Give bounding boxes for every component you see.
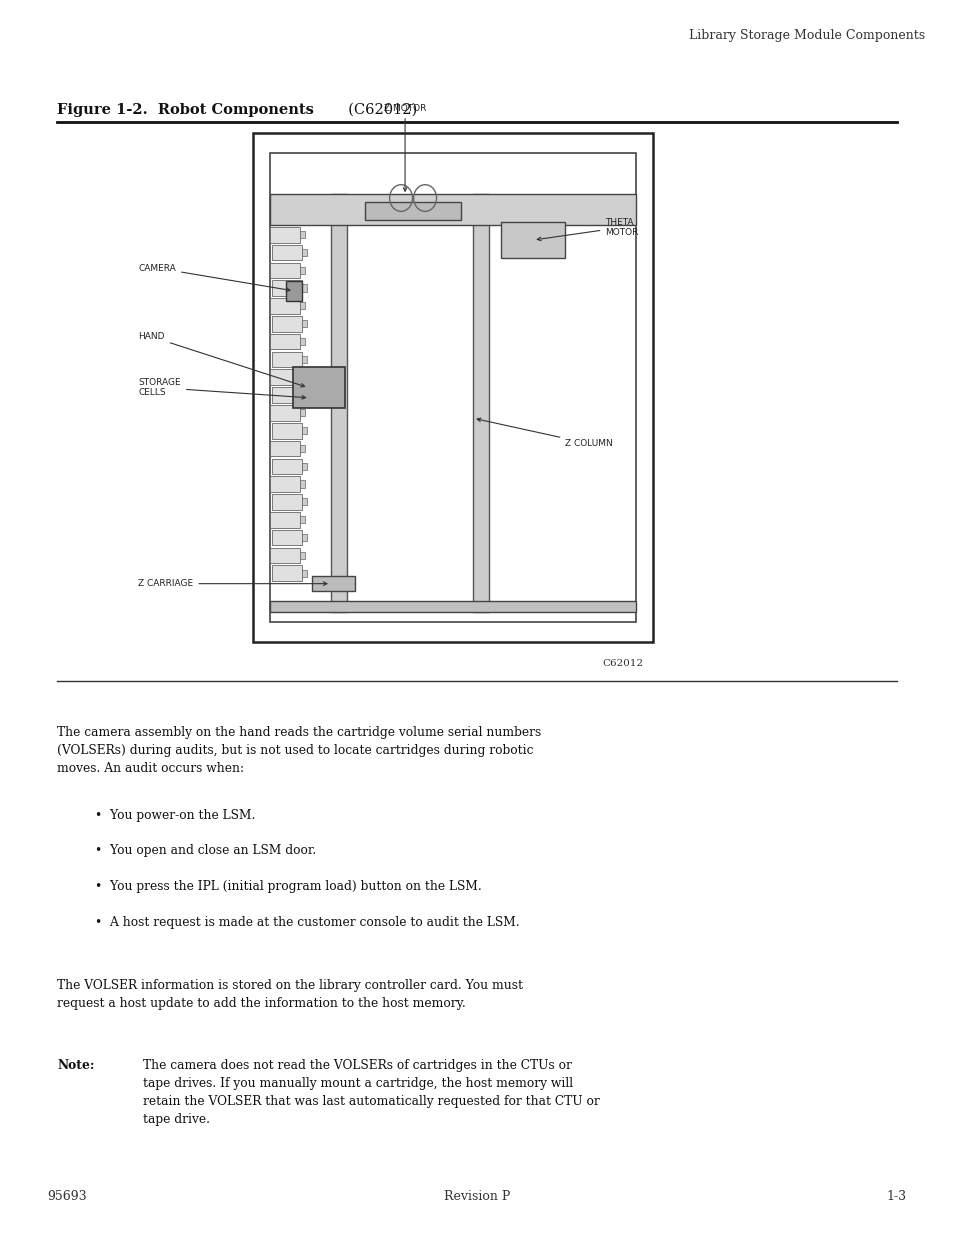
Polygon shape [272, 280, 302, 296]
Text: •  You press the IPL (initial program load) button on the LSM.: • You press the IPL (initial program loa… [95, 881, 481, 893]
Polygon shape [299, 552, 305, 559]
Polygon shape [331, 194, 347, 611]
Text: The camera assembly on the hand reads the cartridge volume serial numbers
(VOLSE: The camera assembly on the hand reads th… [57, 726, 541, 774]
Text: •  A host request is made at the customer console to audit the LSM.: • A host request is made at the customer… [95, 915, 519, 929]
Polygon shape [299, 409, 305, 416]
Text: The camera does not read the VOLSERs of cartridges in the CTUs or
tape drives. I: The camera does not read the VOLSERs of … [143, 1060, 599, 1126]
Polygon shape [299, 303, 305, 310]
Text: 1-3: 1-3 [885, 1191, 905, 1203]
Polygon shape [272, 245, 302, 261]
Text: 95693: 95693 [48, 1191, 88, 1203]
Polygon shape [293, 367, 345, 408]
Polygon shape [299, 267, 305, 274]
Polygon shape [299, 373, 305, 380]
Polygon shape [302, 569, 307, 577]
Polygon shape [500, 222, 565, 258]
Polygon shape [272, 388, 302, 403]
Text: •  You power-on the LSM.: • You power-on the LSM. [95, 809, 255, 823]
Text: Revision P: Revision P [443, 1191, 510, 1203]
Polygon shape [272, 494, 302, 510]
Polygon shape [312, 576, 355, 592]
Polygon shape [286, 280, 302, 301]
Polygon shape [299, 516, 305, 524]
Polygon shape [270, 513, 299, 527]
Polygon shape [302, 248, 307, 256]
Polygon shape [270, 263, 299, 278]
Text: (C62012): (C62012) [338, 104, 416, 117]
Polygon shape [302, 463, 307, 469]
Polygon shape [272, 530, 302, 546]
Polygon shape [302, 284, 307, 291]
Text: Z MOTOR: Z MOTOR [383, 104, 426, 191]
Text: C62012: C62012 [602, 659, 643, 668]
Polygon shape [270, 547, 299, 563]
Text: Note:: Note: [57, 1060, 94, 1072]
Text: Z COLUMN: Z COLUMN [476, 419, 613, 448]
Polygon shape [270, 477, 299, 492]
Text: Library Storage Module Components: Library Storage Module Components [688, 28, 924, 42]
Polygon shape [302, 391, 307, 399]
Polygon shape [270, 194, 636, 225]
Polygon shape [302, 320, 307, 327]
Text: THETA
MOTOR: THETA MOTOR [537, 217, 639, 241]
Polygon shape [272, 316, 302, 332]
Polygon shape [365, 201, 460, 220]
Text: STORAGE
CELLS: STORAGE CELLS [138, 378, 305, 399]
Polygon shape [302, 498, 307, 505]
Polygon shape [270, 369, 299, 385]
Polygon shape [299, 338, 305, 345]
Polygon shape [272, 458, 302, 474]
Polygon shape [270, 333, 299, 350]
Polygon shape [302, 534, 307, 541]
Polygon shape [272, 566, 302, 582]
Polygon shape [272, 422, 302, 438]
Polygon shape [302, 427, 307, 435]
Polygon shape [270, 405, 299, 421]
Polygon shape [270, 227, 299, 242]
Polygon shape [270, 441, 299, 457]
Text: HAND: HAND [138, 332, 304, 387]
Text: The VOLSER information is stored on the library controller card. You must
reques: The VOLSER information is stored on the … [57, 979, 522, 1010]
Text: CAMERA: CAMERA [138, 263, 290, 291]
Polygon shape [270, 601, 636, 611]
Polygon shape [270, 298, 299, 314]
Text: Figure 1-2.  Robot Components: Figure 1-2. Robot Components [57, 104, 314, 117]
Polygon shape [272, 352, 302, 367]
Polygon shape [473, 194, 489, 611]
Text: Z CARRIAGE: Z CARRIAGE [138, 579, 327, 588]
Polygon shape [299, 445, 305, 452]
Polygon shape [299, 231, 305, 238]
Polygon shape [299, 480, 305, 488]
Polygon shape [302, 356, 307, 363]
Text: •  You open and close an LSM door.: • You open and close an LSM door. [95, 845, 316, 857]
